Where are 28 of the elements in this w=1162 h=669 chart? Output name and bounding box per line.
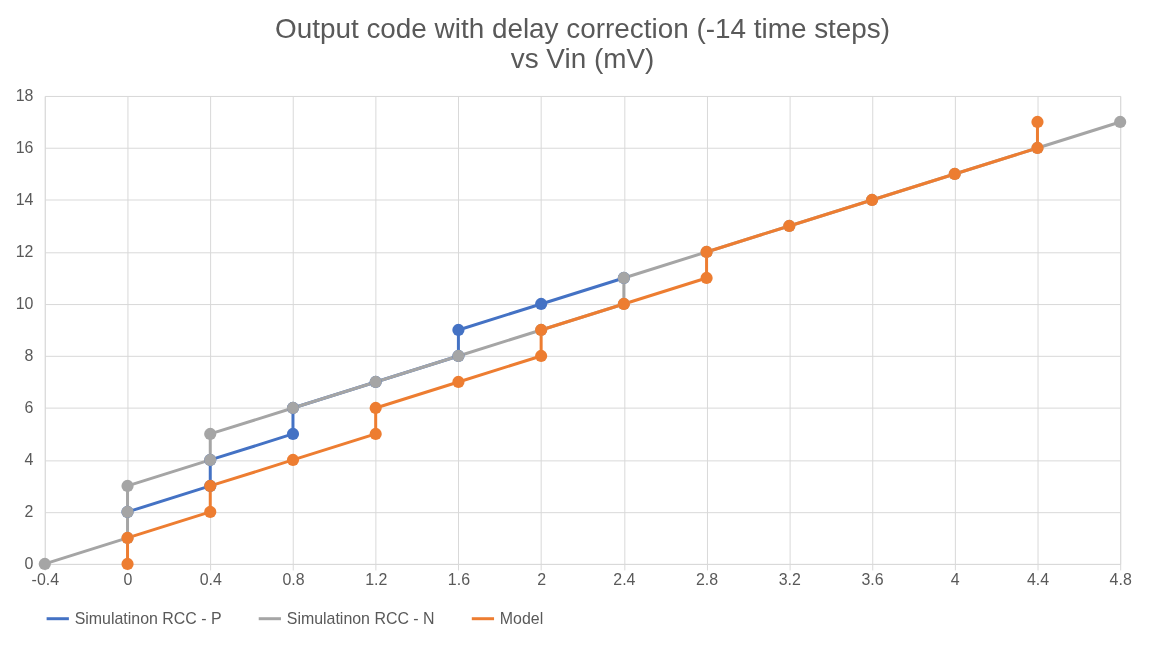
y-tick-label: 16 xyxy=(15,139,34,157)
y-tick-label: 14 xyxy=(15,191,34,209)
chart-title: Output code with delay correction (-14 time steps) vs Vin (mV) xyxy=(274,13,891,75)
y-tick-label: 8 xyxy=(24,347,34,365)
x-tick-label: 4.4 xyxy=(1026,571,1050,589)
y-tick-label: 10 xyxy=(15,295,34,313)
x-tick-label: 0 xyxy=(123,571,133,589)
x-tick-label: 4.8 xyxy=(1109,571,1132,589)
x-tick-label: 4 xyxy=(950,571,960,589)
legend-label: Simulatinon RCC - P xyxy=(74,609,222,627)
y-tick-label: 12 xyxy=(15,243,34,261)
y-tick-label: 0 xyxy=(24,555,34,573)
x-tick-label: 2.8 xyxy=(696,571,719,589)
x-tick-label: 0.4 xyxy=(199,571,222,589)
legend-label: Model xyxy=(499,609,544,627)
y-tick-label: 6 xyxy=(24,399,34,417)
y-tick-label: 18 xyxy=(15,87,34,105)
x-tick-label: 2.4 xyxy=(613,571,636,589)
x-tick-label: 3.2 xyxy=(778,571,801,589)
legend-label: Simulatinon RCC - N xyxy=(286,609,435,627)
x-tick-label: 3.6 xyxy=(861,571,884,589)
y-tick-label: 2 xyxy=(24,503,34,521)
y-tick-label: 4 xyxy=(24,451,34,469)
x-tick-label: 1.2 xyxy=(365,571,388,589)
x-tick-label: -0.4 xyxy=(31,571,60,589)
x-tick-label: 2 xyxy=(537,571,547,589)
x-tick-label: 0.8 xyxy=(282,571,305,589)
x-tick-label: 1.6 xyxy=(447,571,471,589)
